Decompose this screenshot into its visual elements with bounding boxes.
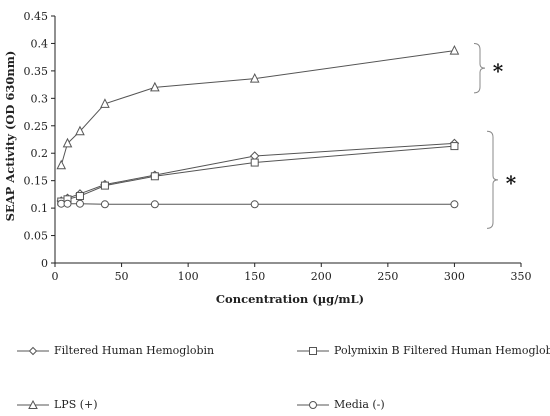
data-point-triangle (75, 125, 85, 136)
x-axis-title: Concentration (µg/mL) (216, 292, 364, 306)
data-point-circle (450, 200, 459, 209)
x-tick-label: 350 (511, 270, 532, 283)
y-tick-label: 0.3 (31, 92, 49, 105)
data-point-square (250, 158, 259, 167)
data-point-triangle (62, 137, 73, 148)
data-point-circle (75, 199, 84, 208)
data-point-circle (250, 200, 259, 209)
y-tick-label: 0.35 (24, 65, 49, 78)
data-point-triangle (56, 159, 67, 170)
series-circle (57, 199, 459, 209)
y-tick-label: 0.4 (31, 37, 49, 50)
y-axis-title: SEAP Activity (OD 630nm) (3, 51, 17, 222)
x-tick-label: 150 (244, 270, 265, 283)
y-tick-label: 0.25 (24, 120, 49, 133)
significance-asterisk: * (506, 171, 517, 195)
y-tick-label: 0.45 (24, 10, 49, 23)
data-point-square (150, 172, 159, 181)
legend-label: Polymixin B Filtered Human Hemoglobin (334, 344, 550, 357)
legend-symbol-circle (297, 400, 329, 409)
series-triangle (56, 44, 460, 170)
series-line (60, 50, 455, 166)
data-point-square (450, 142, 459, 151)
data-point-circle (63, 199, 72, 208)
x-tick-label: 50 (115, 270, 129, 283)
series-layer (56, 44, 460, 209)
x-tick-label: 300 (444, 270, 465, 283)
legend-item-filtered-hemoglobin: Filtered Human Hemoglobin (16, 344, 214, 357)
legend-label: LPS (+) (54, 398, 98, 411)
legend-label: Filtered Human Hemoglobin (54, 344, 215, 357)
data-point-square (75, 192, 84, 201)
legend-symbol-diamond (17, 346, 49, 355)
legend-item-lps: LPS (+) (16, 398, 98, 411)
x-tick-label: 250 (377, 270, 398, 283)
significance-bracket (486, 130, 499, 229)
significance-asterisk: * (493, 59, 504, 83)
y-tick-label: 0.2 (31, 147, 49, 160)
legend-label: Media (-) (334, 398, 385, 411)
data-point-circle (150, 200, 159, 209)
legend-symbol-triangle (17, 399, 49, 409)
x-tick-label: 100 (178, 270, 199, 283)
series-diamond (56, 138, 460, 206)
x-tick-label: 200 (311, 270, 332, 283)
series-square (57, 142, 459, 206)
data-point-triangle (249, 72, 260, 83)
data-point-triangle (449, 44, 460, 55)
legend-symbol-square (297, 346, 329, 355)
x-tick-label: 0 (52, 270, 59, 283)
significance-bracket (473, 42, 486, 94)
y-tick-label: 0 (41, 257, 48, 270)
data-point-triangle (100, 98, 110, 108)
legend-item-media: Media (-) (296, 398, 385, 411)
axes: 0 0.05 0.1 0.15 0.2 0.25 0.3 0.35 0.4 0.45 0 50 100 1… (24, 10, 532, 283)
series-line (61, 142, 455, 202)
y-tick-label: 0.15 (24, 175, 49, 188)
annotation-layer: ** (473, 42, 517, 229)
legend-item-polymixin-hemoglobin: Polymixin B Filtered Human Hemoglobin (296, 344, 550, 357)
data-point-square (100, 181, 109, 190)
y-tick-label: 0.1 (31, 202, 49, 215)
data-point-triangle (150, 81, 160, 92)
y-tick-label: 0.05 (24, 230, 49, 243)
data-point-circle (100, 200, 109, 209)
